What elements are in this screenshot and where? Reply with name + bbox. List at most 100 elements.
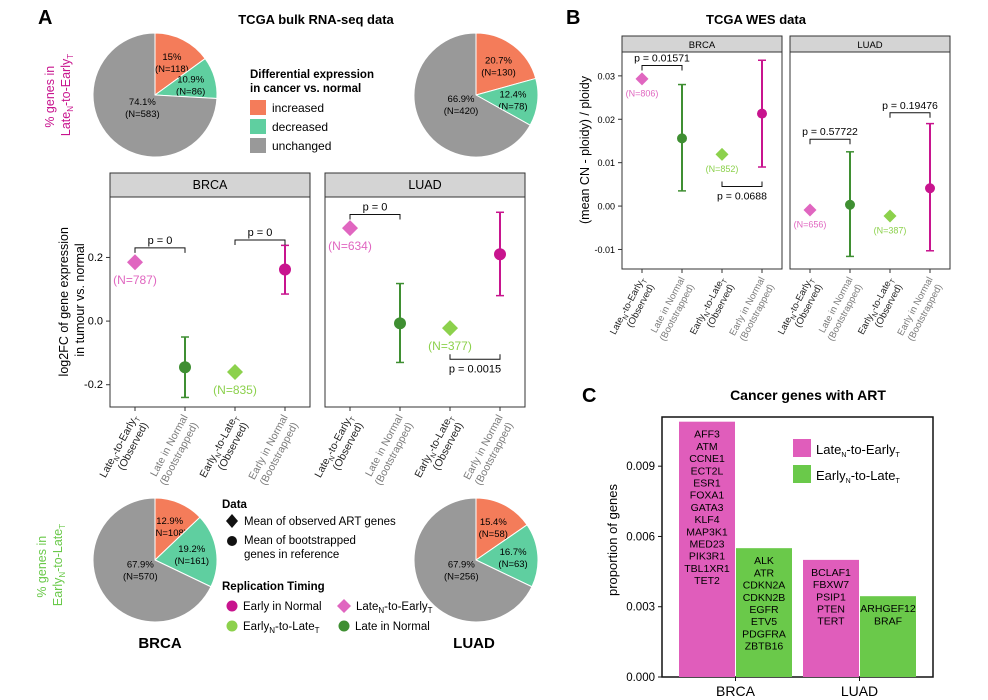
facet-panel xyxy=(109,196,311,408)
point-diamond xyxy=(635,72,649,86)
pie-n-label: (N=256) xyxy=(444,571,479,582)
n-label: (N=377) xyxy=(428,339,472,353)
pie-n-label: (N=108) xyxy=(152,528,187,539)
pie-pct-label: 66.9% xyxy=(448,94,475,105)
pie-pct-label: 74.1% xyxy=(129,97,156,108)
bar-gene-label: EGFR xyxy=(749,604,779,616)
pie-slice-unchanged xyxy=(413,32,531,158)
cancer-genes-bar-plot: 0.000 0.003 0.006 0.009 AFF3ATMCCNE1ECT2LESR… xyxy=(626,416,934,699)
pvalue-bracket xyxy=(889,112,931,118)
pie-slice-unchanged xyxy=(92,497,212,623)
bar xyxy=(860,596,916,677)
rt-label-late-to-early: LateN-to-EarlyT xyxy=(356,601,433,615)
point-diamond xyxy=(442,320,458,337)
legend-label-unchanged: unchanged xyxy=(272,139,331,153)
pie-pct-label: 15.4% xyxy=(480,517,507,528)
wes-ylabel: (mean CN - ploidy) / ploidy xyxy=(578,75,592,224)
point-circle xyxy=(394,317,406,330)
expression-plot: -0.2 0.0 0.2 BRCA (N=787) (N=835) p = 0 p = 0 La… xyxy=(84,172,526,488)
label-sub: N xyxy=(703,311,712,319)
label-sub: T xyxy=(234,415,243,423)
bar-gene-label: GATA3 xyxy=(691,502,724,514)
point-circle xyxy=(845,199,855,210)
label-sub: T xyxy=(896,452,901,459)
bar-gene-label: ATM xyxy=(696,441,717,453)
y-tick-label: 0.03 xyxy=(597,71,615,81)
pvalue-bracket xyxy=(234,239,286,245)
bar-gene-label: ESR1 xyxy=(693,477,721,489)
top-pie-ylabel: % genes in LateN-to-EarlyT xyxy=(43,54,75,136)
bar-gene-label: PDGFRA xyxy=(742,628,786,640)
data-legend-boot-1: Mean of bootstrapped xyxy=(244,535,356,547)
data-legend: Data Mean of observed ART genes Mean of … xyxy=(222,499,396,561)
legend-swatch xyxy=(793,439,811,457)
pie-n-label: (N=63) xyxy=(498,559,527,570)
pie-bottom-brca: 12.9%(N=108) 19.2%(N=161) 67.9%(N=570) xyxy=(92,497,218,623)
facet-panel xyxy=(324,196,526,408)
n-label: (N=806) xyxy=(626,88,659,98)
pvalue-bracket xyxy=(809,138,851,145)
point-circle xyxy=(494,248,506,261)
label-sub: N xyxy=(430,452,439,460)
rt-legend-title: Replication Timing xyxy=(222,581,325,593)
bar-gene-label: PIK3R1 xyxy=(689,551,725,563)
facet-strip-label: LUAD xyxy=(857,40,882,51)
x-category-label: Late in Normal(Bootstrapped) xyxy=(363,413,416,488)
rt-legend: Replication Timing Early in Normal LateN… xyxy=(222,581,433,635)
facet-strip-label: LUAD xyxy=(408,178,441,192)
pie-n-label: (N=570) xyxy=(123,571,158,582)
pie-pct-label: 20.7% xyxy=(485,55,512,66)
y-tick-label: 0.02 xyxy=(597,115,615,125)
pvalue-label: p = 0 xyxy=(248,227,273,239)
label-sub: T xyxy=(889,277,898,285)
facet-strip xyxy=(324,172,526,198)
label-part: Early xyxy=(816,468,846,483)
legend-diamond-icon xyxy=(226,514,238,528)
facet-strip-label: BRCA xyxy=(689,40,716,51)
bar-gene-label: ATR xyxy=(754,567,775,579)
rt-icon-late-to-early xyxy=(337,599,351,613)
data-legend-boot-2: genes in reference xyxy=(244,549,339,561)
label-sub: N xyxy=(215,452,224,460)
pvalue-label: p = 0.0015 xyxy=(449,363,501,375)
pie-n-label: (N=583) xyxy=(125,109,160,120)
bar-gene-label: BCLAF1 xyxy=(811,567,851,579)
y-tick-label: 0.003 xyxy=(626,602,655,614)
bar-gene-label: TERT xyxy=(817,616,845,628)
point-diamond xyxy=(127,254,143,271)
y-tick-label: 0.000 xyxy=(626,672,655,684)
panel-label-c: C xyxy=(582,385,596,407)
bottom-label-luad: LUAD xyxy=(453,635,495,652)
legend-swatch-decreased xyxy=(250,119,266,134)
point-diamond xyxy=(883,209,897,223)
y-tick-label: 0.006 xyxy=(626,531,655,543)
bar-gene-label: ZBTB16 xyxy=(745,641,784,653)
x-category-label: Late in Normal(Bootstrapped) xyxy=(148,413,201,488)
panel-label-b: B xyxy=(566,7,580,29)
bar-gene-label: CCNE1 xyxy=(689,453,725,465)
legend-swatch xyxy=(793,465,811,483)
pie-pct-label: 10.9% xyxy=(177,75,204,86)
data-legend-title: Data xyxy=(222,499,248,511)
point-circle xyxy=(757,108,767,119)
pie-slice-unchanged xyxy=(92,32,218,158)
point-diamond xyxy=(715,147,729,161)
panel-a-title: TCGA bulk RNA-seq data xyxy=(238,12,394,27)
pie-top-luad: 20.7%(N=130) 12.4%(N=78) 66.9%(N=420) xyxy=(413,32,539,158)
pie-slice-unchanged xyxy=(413,497,533,623)
n-label: (N=787) xyxy=(113,273,157,287)
pvalue-bracket xyxy=(449,354,501,360)
pvalue-label: p = 0 xyxy=(363,202,388,214)
panel-b-title: TCGA WES data xyxy=(706,12,807,27)
pie-n-label: (N=118) xyxy=(155,64,189,75)
pie-n-label: (N=58) xyxy=(479,529,508,540)
diffexp-legend: Differential expression in cancer vs. no… xyxy=(250,69,374,153)
legend-label-decreased: decreased xyxy=(272,120,328,134)
label-sub: T xyxy=(896,478,901,485)
pie-slice-increased xyxy=(475,32,537,96)
bar-gene-label: ECT2L xyxy=(691,465,724,477)
label-sub: N xyxy=(328,455,337,463)
point-circle xyxy=(925,183,935,194)
rt-label-early-to-late: EarlyN-to-LateT xyxy=(243,621,320,635)
bottom-pie-ylabel: % genes in EarlyN-to-LateT xyxy=(35,524,67,606)
